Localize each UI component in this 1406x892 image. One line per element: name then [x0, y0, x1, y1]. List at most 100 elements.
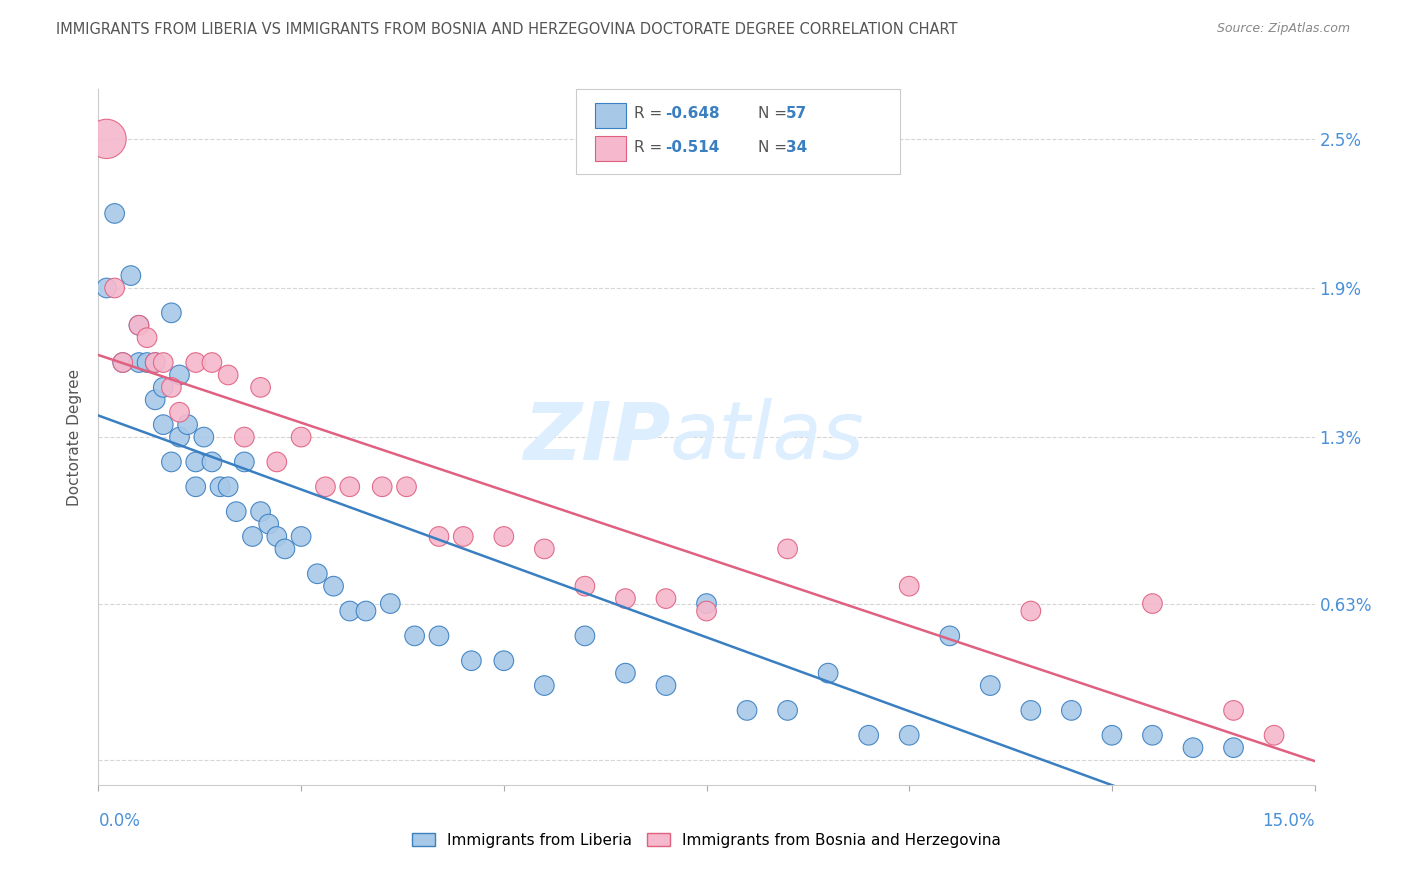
Point	[143, 355, 166, 369]
Point	[184, 480, 207, 494]
Point	[492, 654, 515, 668]
Text: N =: N =	[758, 106, 792, 120]
Point	[979, 679, 1001, 693]
Point	[136, 331, 159, 345]
Y-axis label: Doctorate Degree: Doctorate Degree	[67, 368, 83, 506]
Point	[574, 579, 596, 593]
Legend: Immigrants from Liberia, Immigrants from Bosnia and Herzegovina: Immigrants from Liberia, Immigrants from…	[406, 827, 1007, 854]
Point	[533, 679, 555, 693]
Point	[380, 597, 402, 611]
Point	[290, 529, 312, 543]
Point	[898, 728, 921, 742]
Point	[169, 405, 191, 419]
Point	[290, 430, 312, 444]
Point	[1019, 703, 1042, 717]
Point	[152, 355, 174, 369]
Text: -0.514: -0.514	[665, 140, 720, 154]
Point	[217, 480, 239, 494]
Point	[217, 368, 239, 382]
Point	[184, 355, 207, 369]
Text: 34: 34	[786, 140, 807, 154]
Point	[404, 629, 426, 643]
Point	[1142, 597, 1164, 611]
Point	[1263, 728, 1285, 742]
Point	[1222, 703, 1244, 717]
Point	[201, 355, 224, 369]
Point	[655, 679, 678, 693]
Text: atlas: atlas	[671, 398, 865, 476]
Text: R =: R =	[634, 106, 668, 120]
Point	[1182, 740, 1205, 755]
Point	[184, 455, 207, 469]
Point	[104, 281, 127, 295]
Point	[104, 206, 127, 220]
Point	[160, 306, 183, 320]
Point	[322, 579, 344, 593]
Point	[614, 591, 637, 606]
Text: R =: R =	[634, 140, 668, 154]
Text: N =: N =	[758, 140, 792, 154]
Point	[266, 529, 288, 543]
Point	[274, 541, 297, 556]
Point	[169, 368, 191, 382]
Point	[776, 541, 799, 556]
Point	[1101, 728, 1123, 742]
Point	[696, 597, 718, 611]
Point	[96, 281, 118, 295]
Point	[735, 703, 758, 717]
Point	[136, 355, 159, 369]
Point	[858, 728, 880, 742]
Point	[160, 380, 183, 394]
Point	[233, 430, 256, 444]
Point	[339, 480, 361, 494]
Point	[249, 505, 271, 519]
Text: ZIP: ZIP	[523, 398, 671, 476]
Point	[120, 268, 142, 283]
Point	[143, 355, 166, 369]
Point	[242, 529, 264, 543]
Point	[96, 132, 118, 146]
Point	[339, 604, 361, 618]
Point	[395, 480, 418, 494]
Text: Source: ZipAtlas.com: Source: ZipAtlas.com	[1216, 22, 1350, 36]
Text: 15.0%: 15.0%	[1263, 812, 1315, 830]
Point	[371, 480, 394, 494]
Point	[533, 541, 555, 556]
Point	[249, 380, 271, 394]
Text: -0.648: -0.648	[665, 106, 720, 120]
Point	[160, 455, 183, 469]
Point	[307, 566, 329, 581]
Point	[655, 591, 678, 606]
Point	[152, 380, 174, 394]
Point	[111, 355, 134, 369]
Point	[176, 417, 198, 432]
Point	[427, 629, 450, 643]
Point	[492, 529, 515, 543]
Point	[201, 455, 224, 469]
Point	[1222, 740, 1244, 755]
Point	[614, 666, 637, 681]
Point	[128, 318, 150, 333]
Point	[427, 529, 450, 543]
Text: 57: 57	[786, 106, 807, 120]
Text: IMMIGRANTS FROM LIBERIA VS IMMIGRANTS FROM BOSNIA AND HERZEGOVINA DOCTORATE DEGR: IMMIGRANTS FROM LIBERIA VS IMMIGRANTS FR…	[56, 22, 957, 37]
Point	[1060, 703, 1083, 717]
Point	[939, 629, 962, 643]
Point	[233, 455, 256, 469]
Point	[460, 654, 482, 668]
Point	[143, 392, 166, 407]
Point	[354, 604, 377, 618]
Point	[128, 355, 150, 369]
Point	[314, 480, 336, 494]
Point	[817, 666, 839, 681]
Point	[209, 480, 232, 494]
Text: 0.0%: 0.0%	[98, 812, 141, 830]
Point	[193, 430, 215, 444]
Point	[111, 355, 134, 369]
Point	[453, 529, 475, 543]
Point	[266, 455, 288, 469]
Point	[225, 505, 247, 519]
Point	[696, 604, 718, 618]
Point	[1142, 728, 1164, 742]
Point	[776, 703, 799, 717]
